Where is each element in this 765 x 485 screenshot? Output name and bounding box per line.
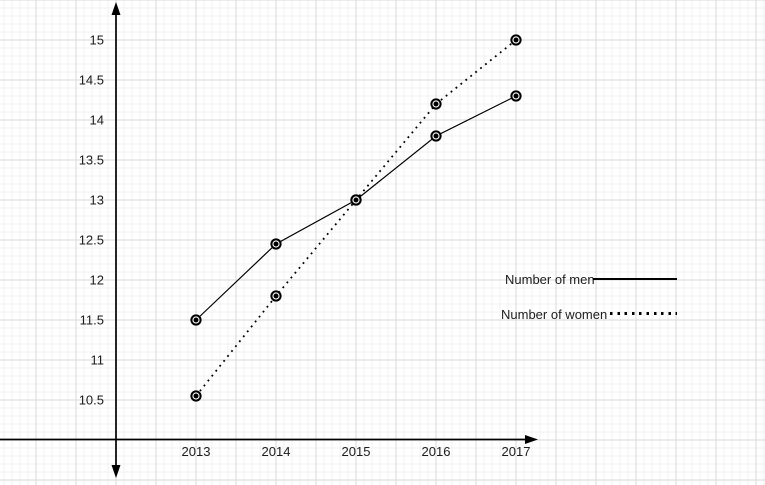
y-axis-arrow-down — [111, 465, 121, 478]
y-tick-label: 11 — [91, 353, 105, 368]
y-tick-label: 13 — [90, 193, 104, 208]
y-tick-label: 15 — [90, 33, 104, 48]
legend-label-women: Number of women — [501, 307, 608, 322]
x-tick-label: 2015 — [342, 444, 371, 459]
legend-label-men: Number of men — [505, 272, 595, 287]
y-tick-label: 11.5 — [80, 313, 104, 328]
data-point-dot — [433, 133, 439, 139]
x-tick-label: 2013 — [182, 444, 211, 459]
y-tick-label: 13.5 — [79, 153, 104, 168]
data-point-dot — [513, 37, 519, 43]
y-axis-arrow-up — [111, 2, 121, 15]
x-axis-arrow-right — [525, 435, 538, 444]
x-tick-label: 2016 — [422, 444, 451, 459]
y-tick-label: 14.5 — [79, 73, 104, 88]
y-tick-label: 12.5 — [79, 233, 104, 248]
legend-swatch-solid-line — [593, 278, 677, 280]
data-point-dot — [273, 241, 279, 247]
x-tick-label: 2014 — [262, 444, 291, 459]
x-tick-label: 2017 — [502, 444, 531, 459]
data-point-dot — [193, 317, 199, 323]
data-point-dot — [273, 293, 279, 299]
y-tick-label: 10.5 — [79, 393, 104, 408]
data-point-dot — [433, 101, 439, 107]
y-tick-label: 14 — [90, 113, 104, 128]
data-point-dot — [353, 197, 359, 203]
data-point-dot — [513, 93, 519, 99]
legend-swatch-dotted-line — [610, 312, 677, 315]
y-tick-label: 12 — [90, 273, 104, 288]
data-point-dot — [193, 393, 199, 399]
